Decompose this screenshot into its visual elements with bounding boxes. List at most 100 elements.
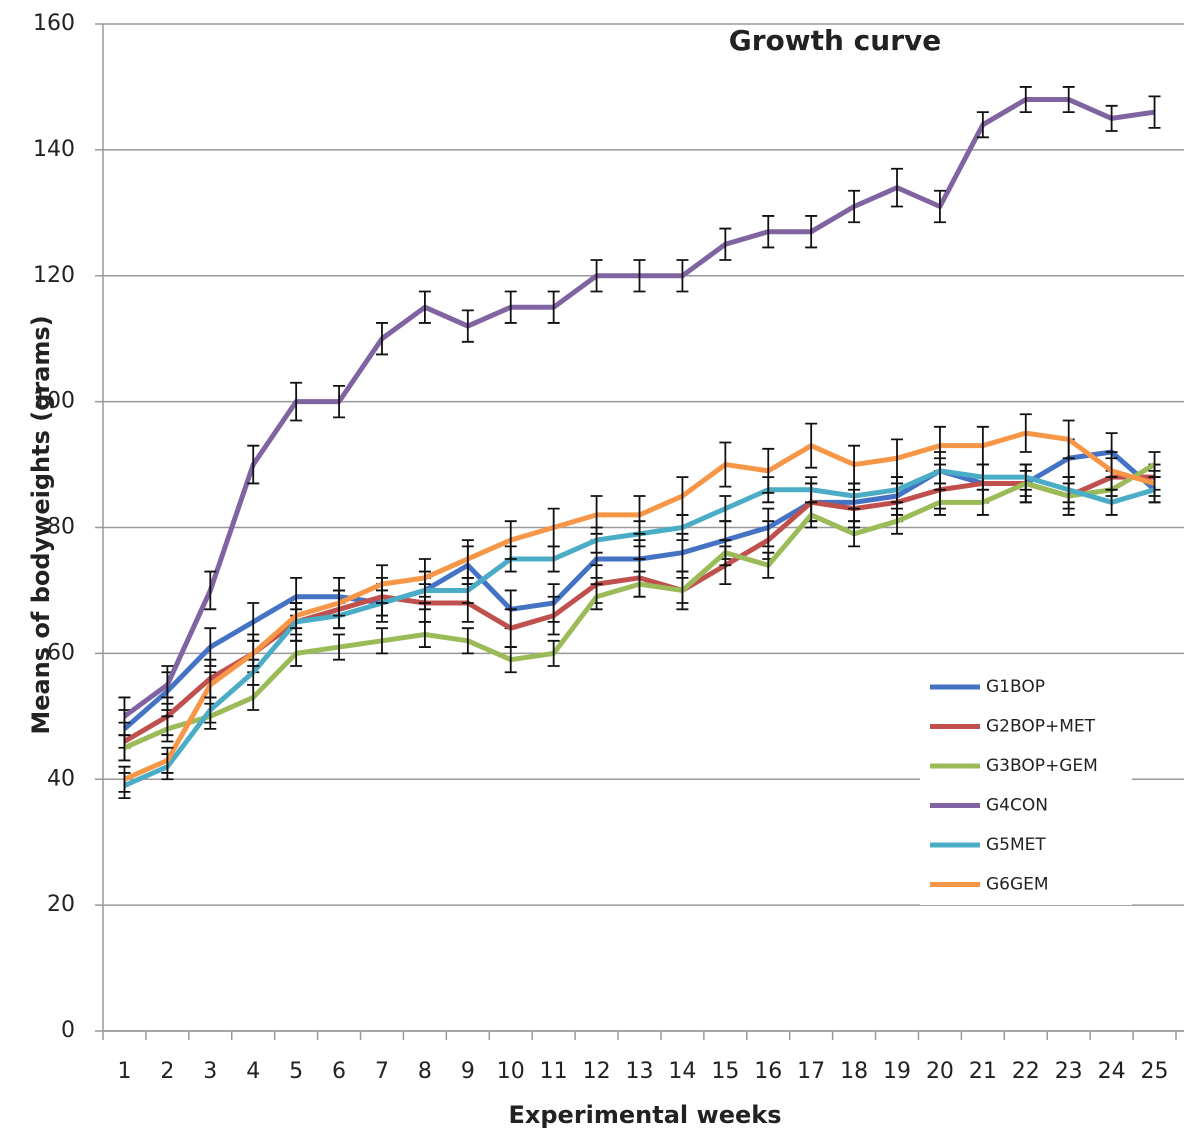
x-tick-label: 24	[1098, 1059, 1126, 1084]
error-bar	[633, 259, 646, 293]
error-bar	[461, 539, 474, 579]
y-tick-label: 60	[47, 640, 75, 665]
error-bar	[590, 259, 603, 293]
x-tick-label: 5	[289, 1059, 303, 1084]
error-bar	[1062, 419, 1075, 460]
error-bar	[976, 425, 989, 466]
y-tick-label: 140	[33, 137, 75, 162]
x-tick-label: 10	[497, 1059, 525, 1084]
x-tick-label: 4	[246, 1059, 260, 1084]
error-bar	[547, 595, 560, 636]
legend-label: G3BOP+GEM	[986, 756, 1098, 776]
error-bar	[290, 639, 303, 667]
series-line	[122, 97, 1155, 719]
error-bar	[1019, 86, 1032, 114]
error-bar	[547, 290, 560, 324]
error-bar	[204, 570, 217, 611]
x-tick-label: 11	[540, 1059, 568, 1084]
error-bar	[933, 189, 946, 224]
legend-box	[920, 665, 1132, 905]
x-tick-label: 16	[754, 1059, 782, 1084]
x-tick-label: 18	[840, 1059, 868, 1084]
x-tick-label: 22	[1012, 1059, 1040, 1084]
error-bar	[504, 646, 517, 674]
error-bar	[933, 425, 946, 466]
x-tick-label: 1	[117, 1059, 131, 1084]
x-tick-label: 7	[375, 1059, 389, 1084]
error-bar	[1062, 86, 1075, 114]
error-bar	[1062, 476, 1075, 504]
error-bar	[848, 189, 861, 224]
error-bar	[1105, 104, 1118, 132]
error-bar	[719, 539, 732, 567]
error-bar	[204, 671, 217, 699]
x-tick-label: 17	[797, 1059, 825, 1084]
error-bar	[1148, 95, 1161, 129]
error-bar	[333, 633, 346, 661]
error-bar	[161, 746, 174, 774]
y-tick-label: 160	[33, 11, 75, 36]
error-bar	[418, 621, 431, 648]
error-bar	[161, 715, 174, 743]
error-bar	[891, 438, 904, 479]
x-tick-label: 6	[332, 1059, 346, 1084]
x-tick-label: 13	[626, 1059, 654, 1084]
y-tick-label: 20	[47, 892, 75, 917]
error-bar	[504, 520, 517, 560]
y-axis-title: Means of bodyweights (grams)	[27, 315, 55, 734]
error-bar	[418, 290, 431, 324]
x-tick-label: 9	[461, 1059, 475, 1084]
error-bar	[247, 639, 260, 667]
x-tick-label: 25	[1141, 1059, 1169, 1084]
error-bar	[333, 589, 346, 617]
error-bar	[719, 227, 732, 261]
error-bar	[891, 167, 904, 208]
x-tick-label: 8	[418, 1059, 432, 1084]
error-bar	[1019, 463, 1032, 491]
error-bar	[290, 381, 303, 422]
error-bar	[547, 639, 560, 667]
chart-title: Growth curve	[729, 24, 942, 57]
error-bar	[676, 476, 689, 516]
y-tick-label: 40	[47, 766, 75, 791]
error-bar	[590, 495, 603, 535]
error-bar	[333, 384, 346, 419]
x-tick-label: 15	[711, 1059, 739, 1084]
error-bar	[891, 507, 904, 535]
error-bar	[504, 290, 517, 324]
error-bar	[805, 422, 818, 469]
error-bar	[805, 476, 818, 504]
error-bar	[418, 558, 431, 598]
error-bar	[590, 583, 603, 611]
error-bar	[461, 309, 474, 343]
error-bar	[161, 665, 174, 705]
error-bar	[976, 111, 989, 139]
legend-label: G6GEM	[986, 875, 1049, 895]
x-tick-label: 14	[668, 1059, 696, 1084]
y-tick-label: 120	[33, 263, 75, 288]
x-tick-label: 23	[1055, 1059, 1083, 1084]
error-bar	[676, 259, 689, 293]
error-bar	[676, 576, 689, 604]
error-bar	[719, 495, 732, 523]
legend-label: G2BOP+MET	[986, 717, 1096, 737]
error-bar	[118, 696, 131, 737]
error-bar	[633, 495, 646, 535]
error-bar	[247, 444, 260, 485]
error-bar	[290, 602, 303, 630]
error-bar	[719, 441, 732, 488]
error-bar	[1105, 451, 1118, 491]
error-bar	[805, 215, 818, 249]
legend-label: G5MET	[986, 835, 1046, 855]
legend-label: G1BOP	[986, 677, 1045, 697]
error-bar	[375, 627, 388, 655]
error-bar	[375, 322, 388, 356]
error-bar	[848, 520, 861, 548]
error-bar	[461, 627, 474, 655]
y-tick-label: 80	[47, 515, 75, 540]
error-bar	[762, 551, 775, 579]
error-bar	[633, 570, 646, 598]
x-tick-label: 3	[203, 1059, 217, 1084]
error-bar	[848, 444, 861, 485]
